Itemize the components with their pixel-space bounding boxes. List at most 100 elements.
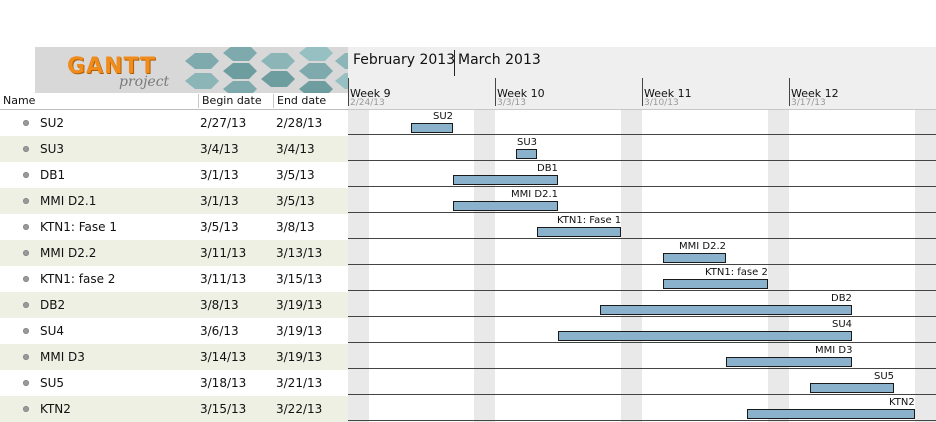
week-tick (789, 78, 790, 106)
table-row[interactable]: KTN1: fase 2 3/11/13 3/15/13 (0, 266, 348, 292)
hexagon-pattern-icon (185, 47, 348, 93)
task-bar[interactable] (453, 201, 558, 211)
table-row[interactable]: KTN1: Fase 1 3/5/13 3/8/13 (0, 214, 348, 240)
ganttproject-logo: GANTT project (49, 51, 169, 90)
week-tick (642, 78, 643, 106)
task-bar-label: SU5 (874, 371, 895, 382)
week-tick (495, 78, 496, 106)
week-label: Week 11 (644, 87, 692, 100)
task-name: KTN1: Fase 1 (40, 220, 117, 234)
task-begin-date: 2/27/13 (200, 116, 247, 130)
task-end-date: 3/15/13 (276, 272, 323, 286)
weekend-column (915, 110, 936, 422)
task-bullet-icon (23, 120, 29, 126)
task-end-date: 3/19/13 (276, 350, 323, 364)
task-bar-label: KTN2 (889, 397, 915, 408)
week-start-date: 3/3/13 (497, 98, 526, 108)
row-divider (348, 238, 936, 239)
task-bullet-icon (23, 198, 29, 204)
logo-sub-text: project (119, 74, 170, 90)
task-bar-label: SU4 (832, 319, 853, 330)
week-label: Week 10 (497, 87, 545, 100)
logo-banner: GANTT project (35, 47, 348, 93)
logo-brand-text: GANTT (67, 54, 157, 79)
task-bar[interactable] (537, 227, 621, 237)
task-name: KTN1: fase 2 (40, 272, 116, 286)
row-divider (348, 420, 936, 421)
task-bullet-icon (23, 328, 29, 334)
task-bar[interactable] (663, 253, 726, 263)
task-bar[interactable] (411, 123, 453, 133)
table-row[interactable]: DB2 3/8/13 3/19/13 (0, 292, 348, 318)
task-bar[interactable] (558, 331, 852, 341)
timeline-header: February 2013 March 2013 Week 9 2/24/13 … (348, 47, 936, 110)
task-name: SU3 (40, 142, 65, 156)
task-name: KTN2 (40, 402, 71, 416)
task-bar-label: KTN1: fase 2 (705, 267, 768, 278)
task-bullet-icon (23, 224, 29, 230)
column-header-name[interactable]: Name (3, 94, 36, 107)
task-bar-label: MMI D2.1 (511, 189, 558, 200)
row-divider (348, 394, 936, 395)
task-bar-label: SU3 (517, 137, 538, 148)
task-bar[interactable] (663, 279, 768, 289)
week-start-date: 2/24/13 (350, 98, 385, 108)
table-row[interactable]: MMI D2.2 3/11/13 3/13/13 (0, 240, 348, 266)
table-row[interactable]: MMI D2.1 3/1/13 3/5/13 (0, 188, 348, 214)
row-divider (348, 368, 936, 369)
task-bar-label: KTN1: Fase 1 (557, 215, 622, 226)
task-bar[interactable] (726, 357, 852, 367)
task-end-date: 3/19/13 (276, 324, 323, 338)
task-begin-date: 3/4/13 (200, 142, 239, 156)
table-row[interactable]: SU4 3/6/13 3/19/13 (0, 318, 348, 344)
task-bar-label: DB1 (537, 163, 558, 174)
column-header-end-date[interactable]: End date (277, 94, 327, 107)
row-divider (348, 264, 936, 265)
table-row[interactable]: MMI D3 3/14/13 3/19/13 (0, 344, 348, 370)
week-label: Week 9 (350, 87, 391, 100)
task-end-date: 3/4/13 (276, 142, 315, 156)
task-end-date: 3/19/13 (276, 298, 323, 312)
table-row[interactable]: DB1 3/1/13 3/5/13 (0, 162, 348, 188)
task-bar[interactable] (747, 409, 915, 419)
month-label: February 2013 (353, 52, 456, 68)
table-row[interactable]: KTN2 3/15/13 3/22/13 (0, 396, 348, 422)
table-row[interactable]: SU5 3/18/13 3/21/13 (0, 370, 348, 396)
task-bar[interactable] (516, 149, 537, 159)
task-end-date: 3/5/13 (276, 168, 315, 182)
week-start-date: 3/10/13 (644, 98, 679, 108)
task-table-header: Name Begin date End date (0, 93, 348, 110)
row-divider (348, 342, 936, 343)
task-bar[interactable] (810, 383, 894, 393)
weekend-column (621, 110, 642, 422)
column-header-begin-date[interactable]: Begin date (202, 94, 262, 107)
task-bullet-icon (23, 302, 29, 308)
task-bullet-icon (23, 146, 29, 152)
task-begin-date: 3/1/13 (200, 168, 239, 182)
task-begin-date: 3/6/13 (200, 324, 239, 338)
row-divider (348, 290, 936, 291)
task-bullet-icon (23, 172, 29, 178)
task-bullet-icon (23, 250, 29, 256)
column-divider[interactable] (198, 94, 199, 108)
task-end-date: 3/21/13 (276, 376, 323, 390)
gantt-chart[interactable]: February 2013 March 2013 Week 9 2/24/13 … (348, 47, 936, 422)
task-begin-date: 3/15/13 (200, 402, 247, 416)
table-row[interactable]: SU2 2/27/13 2/28/13 (0, 110, 348, 136)
task-end-date: 3/5/13 (276, 194, 315, 208)
weekend-column (348, 110, 369, 422)
task-begin-date: 3/1/13 (200, 194, 239, 208)
row-divider (348, 186, 936, 187)
column-divider[interactable] (273, 94, 274, 108)
task-name: MMI D2.2 (40, 246, 97, 260)
task-begin-date: 3/11/13 (200, 272, 247, 286)
task-begin-date: 3/8/13 (200, 298, 239, 312)
row-divider (348, 316, 936, 317)
task-bar[interactable] (453, 175, 558, 185)
gantt-chart-body[interactable]: SU2 SU3 DB1 MMI D2.1 KTN1: Fase 1 MMI D2.2 KTN… (348, 110, 936, 422)
table-row[interactable]: SU3 3/4/13 3/4/13 (0, 136, 348, 162)
task-bar[interactable] (600, 305, 852, 315)
weekend-column (768, 110, 789, 422)
task-name: DB1 (40, 168, 66, 182)
